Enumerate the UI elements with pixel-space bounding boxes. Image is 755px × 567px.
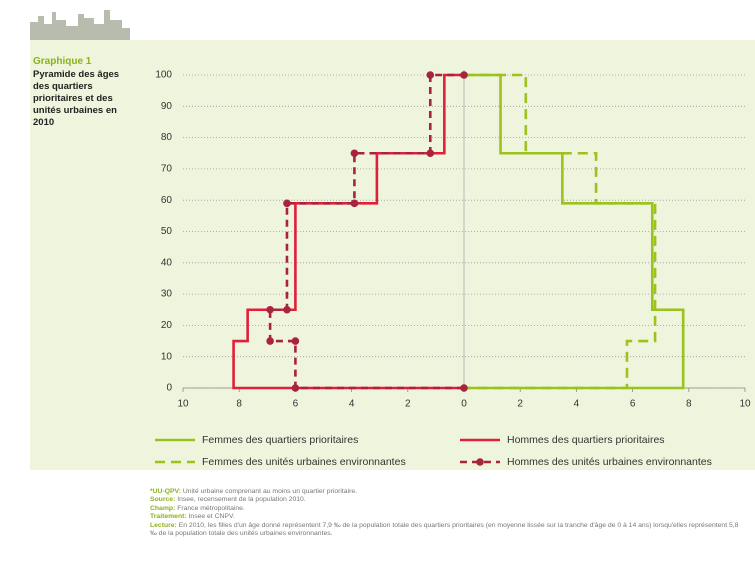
x-tick-label: 2: [405, 399, 411, 410]
panel: [30, 40, 755, 470]
y-tick-label: 10: [161, 351, 173, 362]
series-marker: [350, 149, 359, 158]
note-label: *UU-QPV:: [150, 488, 181, 495]
chart-title: Pyramide des âges des quartiers priorita…: [33, 69, 120, 128]
series-marker: [350, 199, 359, 208]
legend-label: Femmes des quartiers prioritaires: [202, 434, 358, 446]
note: *UU-QPV: Unité urbaine comprenant au moi…: [150, 488, 740, 496]
note-label: Champ:: [150, 504, 176, 512]
series-marker: [266, 305, 274, 314]
series-line: [232, 73, 464, 390]
legend-label: Femmes des unités urbaines environnantes: [202, 456, 406, 468]
legend-marker: [476, 458, 484, 466]
y-tick-label: 60: [161, 195, 173, 206]
kicker: Graphique 1: [33, 56, 92, 67]
note-text: Insee et CNPV.: [188, 513, 235, 521]
note-label: Traitement:: [150, 513, 187, 521]
note: Traitement: Insee et CNPV.: [150, 513, 740, 521]
note-label: Lecture:: [150, 521, 177, 529]
series-marker: [283, 305, 291, 314]
series-marker: [426, 149, 435, 158]
y-tick-label: 50: [161, 226, 173, 237]
y-tick-label: 80: [161, 132, 173, 143]
series-marker: [460, 384, 468, 392]
x-tick-label: 8: [236, 399, 242, 410]
x-tick-label: 4: [349, 399, 355, 410]
x-tick-label: 2: [517, 399, 523, 410]
x-tick-label: 6: [293, 399, 299, 410]
series-marker: [291, 384, 300, 392]
note: Champ: France métropolitaine.: [150, 505, 740, 513]
series-line: [464, 73, 657, 390]
series-marker: [283, 199, 291, 208]
note: Lecture: En 2010, les filles d'un âge do…: [150, 522, 740, 539]
legend-label: Hommes des unités urbaines environnantes: [507, 456, 712, 468]
y-tick-label: 70: [161, 164, 173, 175]
series-line: [464, 73, 685, 390]
note-text: En 2010, les filles d'un âge donné repré…: [150, 521, 739, 538]
y-tick-label: 20: [161, 320, 173, 331]
note-text: France métropolitaine.: [177, 504, 245, 512]
y-tick-label: 30: [161, 289, 173, 300]
x-tick-label: 0: [461, 399, 467, 410]
sidebar: Graphique 1 Pyramide des âges des quarti…: [33, 56, 123, 129]
note-text: Unité urbaine comprenant au moins un qua…: [182, 488, 358, 495]
x-tick-label: 6: [630, 399, 636, 410]
x-tick-label: 4: [574, 399, 580, 410]
y-tick-label: 40: [161, 257, 173, 268]
note-text: Insee, recensement de la population 2010…: [177, 496, 306, 504]
series-marker: [291, 337, 300, 345]
x-tick-label: 10: [177, 399, 189, 410]
series-marker: [266, 337, 274, 345]
y-tick-label: 0: [166, 383, 172, 394]
y-tick-label: 100: [155, 70, 172, 81]
y-tick-label: 90: [161, 101, 173, 112]
skyline: [30, 10, 130, 40]
note-label: Source:: [150, 496, 176, 504]
series-marker: [426, 71, 435, 79]
series-marker: [460, 71, 468, 79]
note: Source: Insee, recensement de la populat…: [150, 496, 740, 504]
legend-label: Hommes des quartiers prioritaires: [507, 434, 665, 446]
notes: *UU-QPV: Unité urbaine comprenant au moi…: [150, 488, 740, 538]
series-line: [268, 73, 464, 390]
x-tick-label: 10: [739, 399, 751, 410]
x-tick-label: 8: [686, 399, 692, 410]
